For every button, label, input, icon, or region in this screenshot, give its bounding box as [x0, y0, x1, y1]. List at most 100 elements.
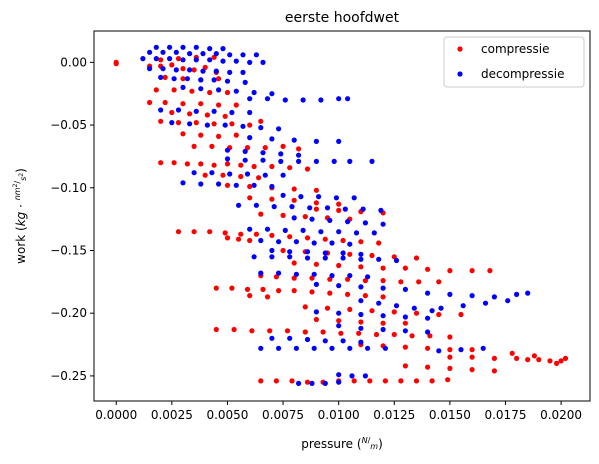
data-point-compressie: [191, 67, 197, 73]
y-unit-numerator: nm: [13, 187, 22, 200]
data-point-decompressie: [309, 380, 315, 386]
data-point-decompressie: [318, 97, 324, 103]
x-axis-label: pressure (N/m): [301, 436, 383, 451]
data-point-decompressie: [280, 172, 286, 178]
data-point-decompressie: [280, 192, 286, 198]
data-point-decompressie: [240, 123, 246, 129]
data-point-decompressie: [173, 67, 179, 73]
data-point-compressie: [340, 237, 346, 244]
data-point-compressie: [260, 286, 266, 292]
data-point-compressie: [327, 290, 333, 296]
data-point-compressie: [302, 214, 308, 220]
data-point-decompressie: [460, 303, 466, 309]
legend-marker-compressie: [457, 46, 463, 52]
data-point-compressie: [211, 121, 217, 127]
data-point-decompressie: [191, 170, 197, 176]
data-point-decompressie: [458, 347, 464, 353]
data-point-compressie: [469, 354, 475, 360]
data-point-decompressie: [336, 229, 342, 235]
plot-points: [113, 44, 569, 386]
data-point-compressie: [216, 102, 222, 108]
data-point-decompressie: [336, 372, 342, 378]
data-point-decompressie: [480, 345, 486, 351]
data-point-compressie: [209, 143, 215, 149]
data-point-decompressie: [298, 194, 304, 200]
data-point-compressie: [191, 229, 197, 235]
data-point-decompressie: [171, 76, 177, 82]
data-point-compressie: [216, 133, 222, 139]
data-point-decompressie: [276, 345, 282, 351]
data-point-decompressie: [269, 247, 275, 254]
data-point-compressie: [487, 268, 493, 274]
data-point-decompressie: [258, 270, 264, 276]
data-point-decompressie: [291, 137, 297, 143]
data-point-decompressie: [358, 284, 364, 290]
data-point-decompressie: [436, 348, 442, 354]
data-point-decompressie: [198, 77, 204, 83]
data-point-compressie: [313, 316, 319, 323]
data-point-decompressie: [333, 195, 339, 201]
data-point-decompressie: [251, 182, 257, 188]
data-point-compressie: [171, 160, 177, 166]
data-point-compressie: [398, 279, 404, 285]
data-point-compressie: [291, 260, 297, 266]
data-point-compressie: [469, 347, 475, 353]
data-point-compressie: [324, 305, 331, 311]
data-point-decompressie: [240, 69, 246, 75]
data-point-decompressie: [429, 308, 435, 314]
data-point-compressie: [247, 122, 253, 128]
data-point-decompressie: [258, 345, 264, 351]
data-point-decompressie: [313, 309, 319, 315]
data-point-compressie: [336, 262, 342, 269]
data-point-decompressie: [222, 122, 228, 128]
data-point-decompressie: [380, 326, 386, 333]
data-point-compressie: [258, 118, 264, 124]
data-point-compressie: [402, 320, 408, 326]
data-point-decompressie: [160, 49, 166, 55]
data-point-decompressie: [180, 44, 186, 50]
data-point-compressie: [224, 182, 231, 188]
data-point-decompressie: [236, 202, 242, 208]
data-point-compressie: [180, 131, 186, 137]
data-point-compressie: [249, 328, 255, 334]
data-point-decompressie: [347, 158, 353, 164]
data-point-compressie: [287, 234, 293, 240]
data-point-compressie: [447, 354, 453, 360]
data-point-decompressie: [220, 46, 226, 52]
data-point-decompressie: [393, 257, 400, 264]
data-point-decompressie: [329, 345, 335, 351]
data-point-compressie: [207, 229, 213, 235]
data-point-decompressie: [322, 255, 328, 261]
data-point-compressie: [267, 328, 273, 334]
data-point-decompressie: [347, 273, 353, 279]
data-point-decompressie: [276, 126, 282, 132]
data-point-decompressie: [425, 290, 431, 296]
data-point-compressie: [373, 331, 380, 338]
data-point-decompressie: [209, 170, 215, 176]
y-tick-label: −0.15: [50, 243, 87, 257]
data-point-decompressie: [160, 66, 166, 72]
data-point-decompressie: [304, 249, 311, 255]
data-point-decompressie: [358, 298, 364, 304]
y-tick-label: −0.20: [50, 306, 87, 320]
x-tick-label: 0.0200: [540, 408, 582, 422]
data-point-decompressie: [393, 303, 400, 309]
data-point-compressie: [273, 378, 279, 384]
data-point-compressie: [169, 109, 175, 116]
y-unit-denominator: s: [19, 177, 28, 181]
data-point-compressie: [336, 207, 342, 213]
data-point-compressie: [302, 304, 308, 310]
data-point-compressie: [362, 278, 368, 284]
data-point-compressie: [189, 88, 195, 94]
data-point-decompressie: [329, 273, 335, 279]
data-point-decompressie: [402, 314, 408, 320]
data-point-decompressie: [233, 182, 239, 188]
data-point-compressie: [264, 294, 271, 300]
x-tick-label: 0.0150: [429, 408, 471, 422]
data-point-decompressie: [184, 76, 190, 82]
data-point-decompressie: [296, 152, 302, 158]
data-point-compressie: [280, 143, 286, 149]
data-point-compressie: [236, 236, 242, 242]
data-point-decompressie: [244, 171, 251, 177]
data-point-compressie: [304, 379, 311, 385]
